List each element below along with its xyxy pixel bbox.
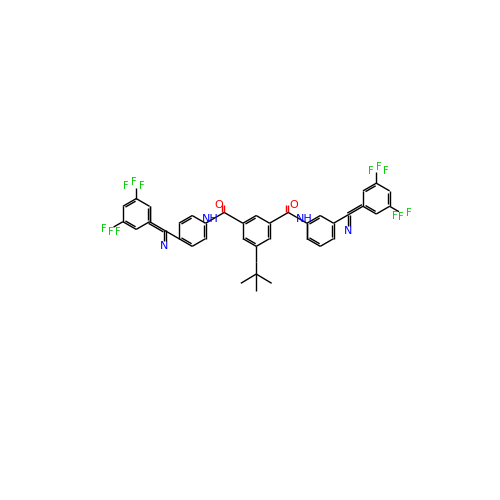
Text: F: F (376, 162, 382, 172)
Text: F: F (398, 212, 404, 222)
Text: F: F (124, 182, 129, 192)
Text: F: F (406, 208, 412, 218)
Text: O: O (290, 200, 298, 210)
Text: F: F (384, 166, 389, 176)
Text: F: F (139, 182, 144, 192)
Text: N: N (160, 242, 168, 252)
Text: F: F (368, 166, 374, 176)
Text: F: F (131, 178, 136, 188)
Text: F: F (108, 228, 114, 237)
Text: N: N (344, 226, 352, 236)
Text: F: F (100, 224, 106, 234)
Text: O: O (214, 200, 223, 210)
Text: F: F (392, 212, 398, 222)
Text: F: F (114, 226, 120, 236)
Text: NH: NH (296, 214, 312, 224)
Text: NH: NH (202, 214, 218, 224)
